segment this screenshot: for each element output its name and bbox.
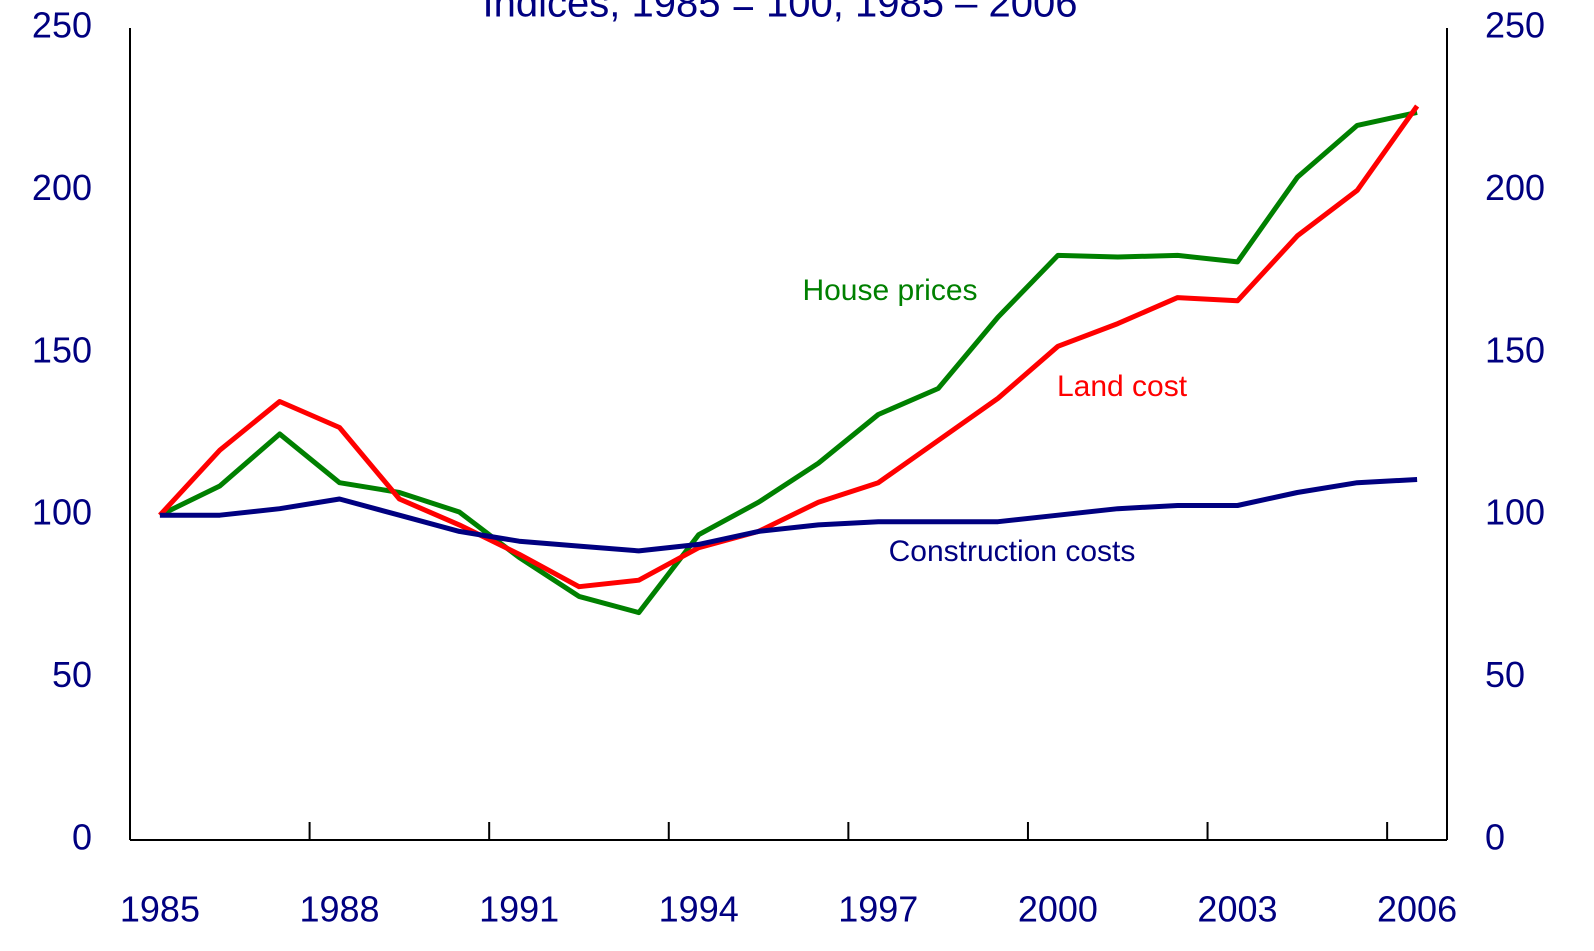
series-label: Land cost (1057, 370, 1188, 403)
x-tick-label: 2003 (1197, 889, 1277, 930)
y2-tick-label: 0 (1485, 817, 1505, 858)
chart-title: Indices, 1985 = 100, 1985 – 2006 (483, 0, 1078, 26)
y2-tick-label: 200 (1485, 167, 1545, 208)
series-label: House prices (802, 274, 977, 307)
y-tick-label: 150 (32, 329, 92, 370)
x-tick-label: 1997 (838, 889, 918, 930)
x-tick-label: 2000 (1018, 889, 1098, 930)
y2-tick-label: 150 (1485, 329, 1545, 370)
x-tick-label: 1991 (479, 889, 559, 930)
series-line (158, 109, 1418, 616)
x-tick-label: 1988 (299, 889, 379, 930)
y-tick-label: 200 (32, 167, 92, 208)
series-line (159, 477, 1418, 554)
series-label: Construction costs (889, 535, 1136, 568)
x-tick-label: 1985 (120, 889, 200, 930)
series-line (158, 104, 1420, 590)
y2-tick-label: 50 (1485, 654, 1525, 695)
y2-tick-label: 250 (1485, 5, 1545, 46)
x-tick-label: 1994 (659, 889, 739, 930)
x-tick-label: 2006 (1377, 889, 1457, 930)
y-tick-label: 250 (32, 5, 92, 46)
y-tick-label: 50 (52, 654, 92, 695)
y-tick-label: 100 (32, 492, 92, 533)
y2-tick-label: 100 (1485, 492, 1545, 533)
y-tick-label: 0 (72, 817, 92, 858)
